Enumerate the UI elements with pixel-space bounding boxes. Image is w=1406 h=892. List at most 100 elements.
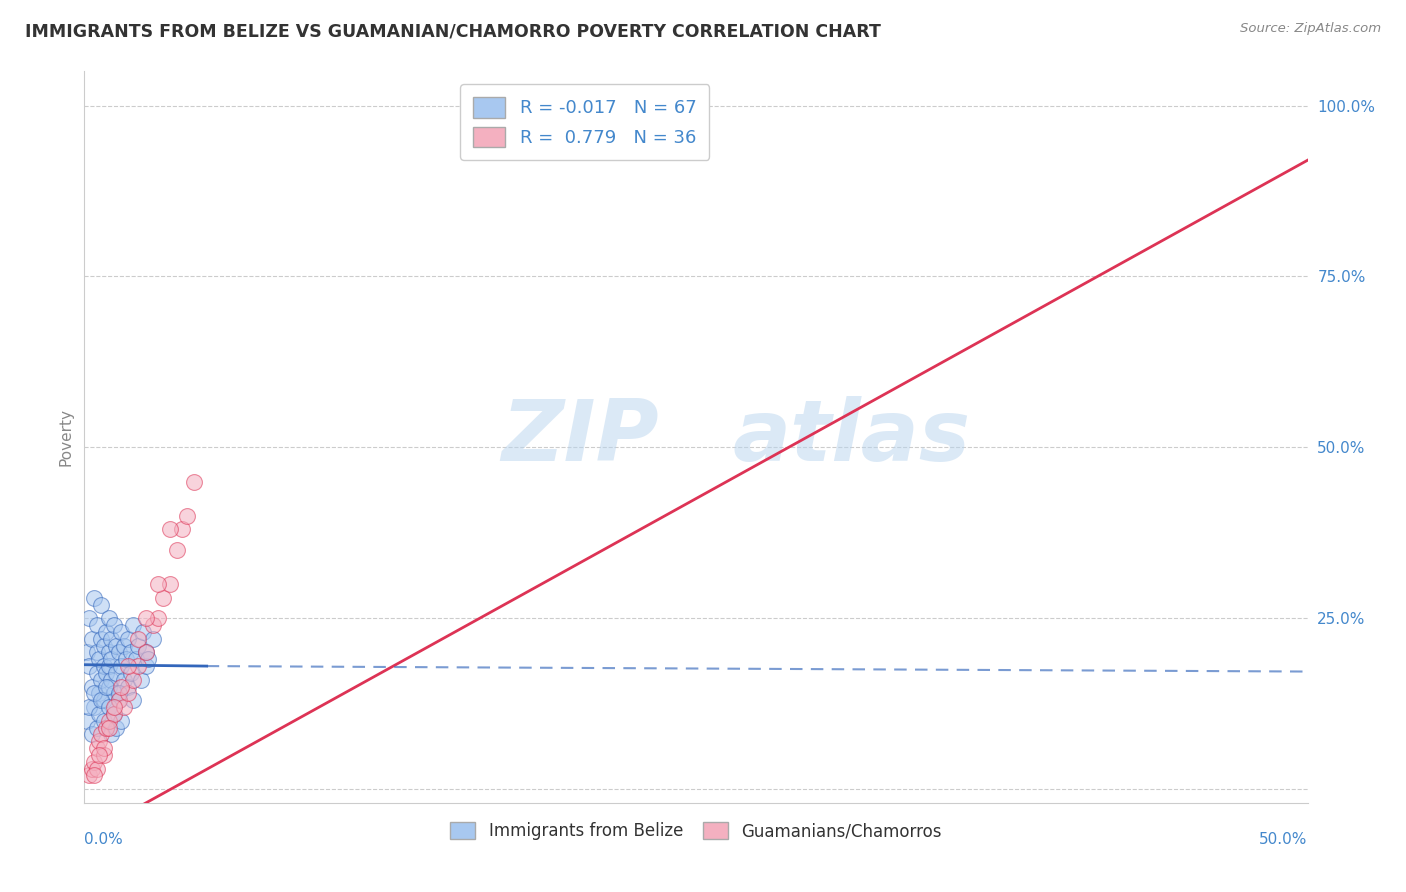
Point — [142, 618, 165, 632]
Point — [87, 734, 110, 748]
Point — [90, 693, 112, 707]
Text: 0.0%: 0.0% — [84, 832, 124, 847]
Point — [80, 632, 103, 646]
Text: 50.0%: 50.0% — [1260, 832, 1308, 847]
Text: ZIP: ZIP — [502, 395, 659, 479]
Point — [93, 639, 115, 653]
Point — [93, 714, 115, 728]
Point — [103, 686, 125, 700]
Point — [86, 721, 108, 735]
Point — [142, 632, 165, 646]
Point — [80, 727, 103, 741]
Point — [100, 673, 122, 687]
Point — [90, 673, 112, 687]
Point — [77, 768, 100, 782]
Point — [115, 652, 138, 666]
Point — [117, 680, 139, 694]
Point — [166, 542, 188, 557]
Point — [93, 659, 115, 673]
Point — [77, 700, 100, 714]
Point — [112, 673, 135, 687]
Point — [132, 624, 155, 639]
Point — [103, 706, 125, 721]
Y-axis label: Poverty: Poverty — [58, 408, 73, 467]
Point — [135, 611, 157, 625]
Point — [80, 680, 103, 694]
Point — [120, 645, 142, 659]
Point — [172, 522, 194, 536]
Point — [135, 645, 157, 659]
Point — [97, 611, 120, 625]
Point — [183, 475, 205, 489]
Point — [77, 659, 100, 673]
Point — [83, 591, 105, 605]
Point — [97, 645, 120, 659]
Point — [152, 591, 174, 605]
Point — [117, 632, 139, 646]
Point — [86, 741, 108, 756]
Text: IMMIGRANTS FROM BELIZE VS GUAMANIAN/CHAMORRO POVERTY CORRELATION CHART: IMMIGRANTS FROM BELIZE VS GUAMANIAN/CHAM… — [25, 22, 882, 40]
Point — [125, 652, 148, 666]
Point — [122, 618, 145, 632]
Point — [107, 693, 129, 707]
Point — [117, 686, 139, 700]
Point — [122, 693, 145, 707]
Legend: Immigrants from Belize, Guamanians/Chamorros: Immigrants from Belize, Guamanians/Chamo… — [443, 815, 949, 847]
Point — [103, 706, 125, 721]
Point — [93, 693, 115, 707]
Point — [105, 721, 128, 735]
Point — [107, 686, 129, 700]
Point — [96, 665, 118, 680]
Point — [77, 611, 100, 625]
Point — [96, 680, 118, 694]
Point — [103, 700, 125, 714]
Point — [86, 665, 108, 680]
Point — [100, 727, 122, 741]
Point — [103, 618, 125, 632]
Point — [100, 652, 122, 666]
Point — [86, 618, 108, 632]
Point — [83, 755, 105, 769]
Point — [100, 632, 122, 646]
Point — [86, 762, 108, 776]
Point — [122, 673, 145, 687]
Point — [87, 686, 110, 700]
Point — [76, 714, 98, 728]
Point — [136, 652, 159, 666]
Point — [97, 700, 120, 714]
Point — [93, 747, 115, 762]
Point — [159, 577, 181, 591]
Point — [127, 639, 149, 653]
Point — [93, 741, 115, 756]
Point — [97, 721, 120, 735]
Point — [87, 652, 110, 666]
Text: atlas: atlas — [733, 395, 970, 479]
Point — [97, 659, 120, 673]
Point — [86, 645, 108, 659]
Point — [90, 598, 112, 612]
Point — [83, 686, 105, 700]
Point — [96, 624, 118, 639]
Point — [135, 659, 157, 673]
Point — [87, 706, 110, 721]
Point — [110, 680, 132, 694]
Point — [96, 721, 118, 735]
Point — [176, 508, 198, 523]
Point — [129, 673, 152, 687]
Point — [83, 768, 105, 782]
Text: Source: ZipAtlas.com: Source: ZipAtlas.com — [1240, 22, 1381, 36]
Point — [83, 700, 105, 714]
Point — [127, 632, 149, 646]
Point — [110, 659, 132, 673]
Point — [105, 639, 128, 653]
Point — [146, 577, 169, 591]
Point — [107, 693, 129, 707]
Point — [112, 700, 135, 714]
Point — [120, 665, 142, 680]
Point — [110, 714, 132, 728]
Point — [105, 665, 128, 680]
Point — [97, 714, 120, 728]
Point — [87, 747, 110, 762]
Point — [146, 611, 169, 625]
Point — [90, 632, 112, 646]
